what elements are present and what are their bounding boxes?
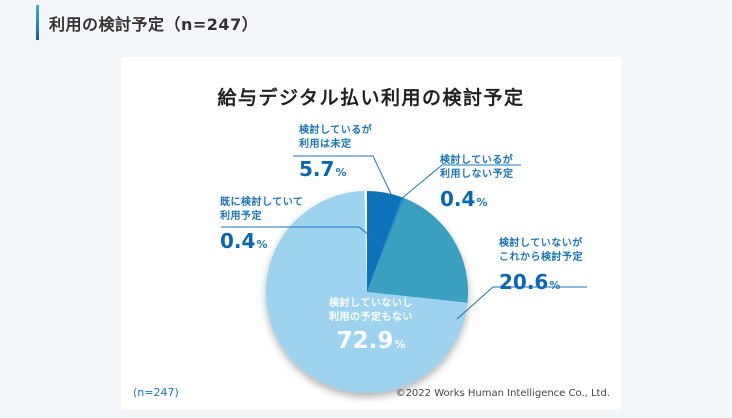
pie-chart	[221, 155, 587, 393]
chart-card: 給与デジタル払い利用の検討予定 検討しているが 利用は未定 5.7% 検討してい…	[121, 57, 621, 410]
pie-slice	[364, 191, 367, 292]
label-no-plan: 検討していないし 利用の予定もない 72.9%	[329, 298, 413, 354]
pie-slice	[367, 198, 468, 303]
label-not-use: 検討しているが 利用しない予定 0.4%	[440, 155, 514, 211]
pie-slice	[367, 191, 403, 292]
label-undecided: 検討しているが 利用は未定 5.7%	[299, 125, 373, 181]
label-already: 既に検討していて 利用予定 0.4%	[220, 197, 304, 253]
section-title: 利用の検討予定（n=247）	[49, 14, 259, 34]
copyright: ©2022 Works Human Intelligence Co., Ltd.	[395, 388, 610, 399]
heading-accent-bar	[36, 5, 39, 40]
pie-slice	[266, 191, 468, 393]
chart-title: 給与デジタル払い利用の検討予定	[217, 87, 525, 109]
pie-slice	[367, 197, 405, 292]
sample-size-note: (n=247)	[133, 386, 179, 399]
label-will-consider: 検討していないが これから検討予定 20.6%	[499, 238, 583, 294]
pie-slices	[266, 191, 468, 393]
leader-lines	[221, 155, 587, 320]
section-heading: 利用の検討予定（n=247）	[36, 5, 258, 40]
